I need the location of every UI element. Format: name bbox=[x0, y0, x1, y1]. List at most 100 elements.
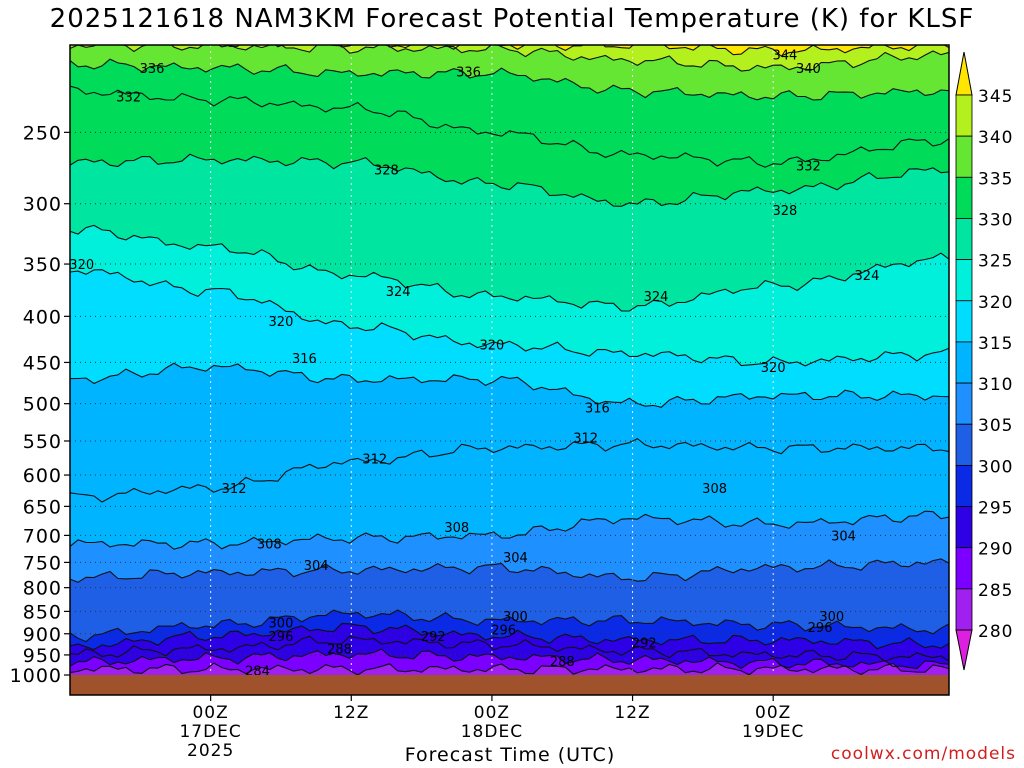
y-tick-label-850: 850 bbox=[23, 601, 62, 623]
colorbar-label-305: 305 bbox=[978, 416, 1013, 436]
contour-label-12: 320 bbox=[269, 315, 294, 330]
x-tick-label-6-2: 2025 bbox=[187, 741, 234, 761]
colorbar-bin-280 bbox=[955, 588, 973, 631]
colorbar-bottom-arrow bbox=[955, 629, 973, 671]
contour-label-26: 300 bbox=[269, 617, 294, 632]
x-tick-label-18-0: 12Z bbox=[333, 703, 369, 723]
colorbar-label-335: 335 bbox=[978, 169, 1013, 189]
contour-label-30: 296 bbox=[491, 623, 516, 638]
plot-frame bbox=[69, 44, 950, 696]
contour-label-9: 324 bbox=[386, 285, 411, 300]
y-tick-label-300: 300 bbox=[23, 194, 62, 216]
colorbar-label-295: 295 bbox=[978, 499, 1013, 519]
chart-title: 2025121618 NAM3KM Forecast Potential Tem… bbox=[49, 4, 975, 34]
contour-label-14: 316 bbox=[292, 352, 317, 367]
isentrope-328 bbox=[70, 153, 949, 207]
isentrope-300 bbox=[70, 609, 949, 643]
contour-label-27: 300 bbox=[503, 610, 528, 625]
colorbar-bin-320 bbox=[955, 259, 973, 302]
colorbar-bin-300 bbox=[955, 423, 973, 466]
contour-label-21: 308 bbox=[444, 521, 469, 536]
colorbar-bin-285 bbox=[955, 547, 973, 590]
y-tick-label-600: 600 bbox=[23, 465, 62, 487]
isentrope-304 bbox=[70, 558, 949, 583]
colorbar-bin-310 bbox=[955, 341, 973, 384]
y-tick-label-550: 550 bbox=[23, 431, 62, 453]
contour-label-20: 308 bbox=[702, 482, 727, 497]
isentrope-296 bbox=[70, 623, 949, 651]
y-tick-label-450: 450 bbox=[23, 352, 62, 374]
isentrope-340 bbox=[70, 45, 949, 72]
colorbar-label-320: 320 bbox=[978, 293, 1013, 313]
y-tick-label-750: 750 bbox=[23, 552, 62, 574]
contour-label-0: 336 bbox=[140, 62, 165, 77]
colorbar-label-280: 280 bbox=[978, 622, 1013, 642]
colorbar-label-325: 325 bbox=[978, 252, 1013, 272]
contour-label-5: 328 bbox=[374, 164, 399, 179]
contour-label-6: 332 bbox=[796, 159, 821, 174]
contour-label-4: 340 bbox=[796, 62, 821, 77]
y-tick-label-350: 350 bbox=[23, 254, 62, 276]
isentrope-320 bbox=[70, 269, 949, 367]
colorbar-label-310: 310 bbox=[978, 375, 1013, 395]
y-tick-label-900: 900 bbox=[23, 624, 62, 646]
isentrope-308 bbox=[70, 510, 949, 550]
colorbar-label-330: 330 bbox=[978, 210, 1013, 230]
contour-label-22: 308 bbox=[257, 538, 282, 553]
y-tick-label-250: 250 bbox=[23, 122, 62, 144]
isentrope-316 bbox=[70, 362, 949, 408]
ground-strip bbox=[70, 675, 949, 695]
contour-label-7: 328 bbox=[773, 204, 798, 219]
x-tick-label-30-0: 00Z bbox=[474, 703, 510, 723]
isentrope-312 bbox=[70, 437, 949, 503]
colorbar-bin-335 bbox=[955, 135, 973, 178]
contour-label-28: 300 bbox=[819, 610, 844, 625]
y-tick-label-650: 650 bbox=[23, 496, 62, 518]
isentrope-292 bbox=[70, 635, 949, 663]
isentrope-336 bbox=[70, 58, 949, 101]
x-tick-label-6-1: 17DEC bbox=[179, 722, 241, 742]
isentrope-324 bbox=[70, 224, 949, 312]
contour-label-34: 288 bbox=[327, 643, 352, 658]
colorbar-bin-340 bbox=[955, 94, 973, 137]
contour-label-33: 292 bbox=[632, 636, 657, 651]
colorbar-bin-325 bbox=[955, 218, 973, 261]
y-tick-label-950: 950 bbox=[23, 645, 62, 667]
contour-label-15: 320 bbox=[761, 361, 786, 376]
isentrope-344 bbox=[124, 45, 949, 57]
colorbar-label-285: 285 bbox=[978, 581, 1013, 601]
x-tick-label-42-0: 12Z bbox=[614, 703, 650, 723]
colorbar-bin-305 bbox=[955, 382, 973, 425]
contour-label-8: 320 bbox=[69, 258, 94, 273]
colorbar-top-arrow bbox=[955, 51, 973, 96]
x-tick-label-30-1: 18DEC bbox=[461, 722, 523, 742]
colorbar-bin-295 bbox=[955, 464, 973, 507]
colorbar-label-340: 340 bbox=[978, 128, 1013, 148]
isentrope-288 bbox=[70, 648, 949, 670]
x-tick-label-6-0: 00Z bbox=[192, 703, 228, 723]
contour-label-17: 312 bbox=[362, 452, 387, 467]
y-tick-label-400: 400 bbox=[23, 306, 62, 328]
contour-label-13: 320 bbox=[480, 339, 505, 354]
contour-label-16: 316 bbox=[585, 402, 610, 417]
contour-label-23: 304 bbox=[831, 529, 856, 544]
contour-label-10: 324 bbox=[644, 290, 669, 305]
x-tick-label-54-1: 19DEC bbox=[742, 722, 804, 742]
contour-label-31: 296 bbox=[808, 621, 833, 636]
colorbar-bin-330 bbox=[955, 176, 973, 219]
contour-label-35: 288 bbox=[550, 655, 575, 670]
fill-band-282 bbox=[70, 662, 949, 675]
y-tick-label-700: 700 bbox=[23, 525, 62, 547]
colorbar-label-290: 290 bbox=[978, 540, 1013, 560]
colorbar-bin-290 bbox=[955, 506, 973, 549]
contour-label-32: 292 bbox=[421, 630, 446, 645]
contour-label-2: 336 bbox=[456, 65, 481, 80]
colorbar-label-300: 300 bbox=[978, 457, 1013, 477]
contour-label-18: 312 bbox=[573, 431, 598, 446]
colorbar-label-315: 315 bbox=[978, 334, 1013, 354]
contour-label-25: 304 bbox=[503, 551, 528, 566]
isentrope-284 bbox=[70, 662, 949, 676]
contour-label-24: 304 bbox=[304, 559, 329, 574]
colorbar-label-345: 345 bbox=[978, 87, 1013, 107]
